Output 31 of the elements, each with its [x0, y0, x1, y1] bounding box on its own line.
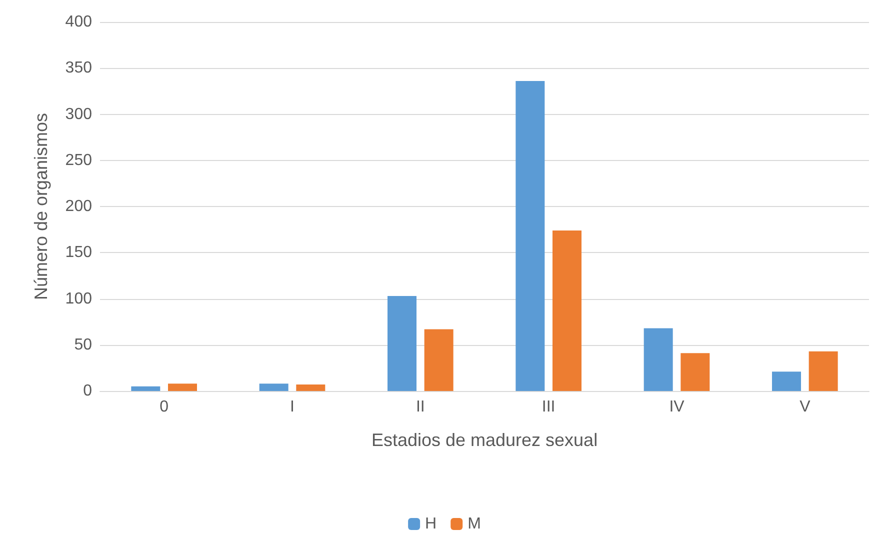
legend-label: M [468, 516, 481, 532]
bar [552, 230, 582, 391]
x-tick-label: II [416, 398, 425, 416]
y-tick-label: 100 [65, 290, 92, 308]
x-axis-title: Estadios de madurez sexual [371, 430, 598, 450]
bar [296, 384, 326, 391]
y-tick-label: 150 [65, 244, 92, 262]
x-tick-label: V [800, 398, 811, 416]
x-tick-label: I [290, 398, 294, 416]
x-tick-label: III [542, 398, 556, 416]
bar [808, 351, 838, 391]
y-tick-label: 200 [65, 198, 92, 215]
bar [424, 329, 454, 391]
x-tick-label: IV [669, 398, 685, 416]
y-tick-label: 350 [65, 60, 92, 77]
bar [644, 328, 673, 391]
legend-label: H [425, 516, 437, 532]
bar [772, 372, 801, 391]
y-tick-label: 0 [83, 382, 92, 400]
bar [388, 296, 416, 391]
y-axis-title: Número de organismos [31, 112, 51, 300]
bar [259, 384, 288, 391]
y-tick-label: 50 [74, 336, 92, 354]
bar [168, 384, 197, 391]
y-tick-label: 300 [65, 106, 92, 123]
y-tick-label: 250 [65, 152, 92, 169]
x-tick-label: 0 [160, 398, 169, 416]
bar [516, 81, 545, 391]
bar [131, 386, 160, 391]
y-tick-label: 400 [65, 14, 92, 30]
bar [680, 353, 710, 391]
